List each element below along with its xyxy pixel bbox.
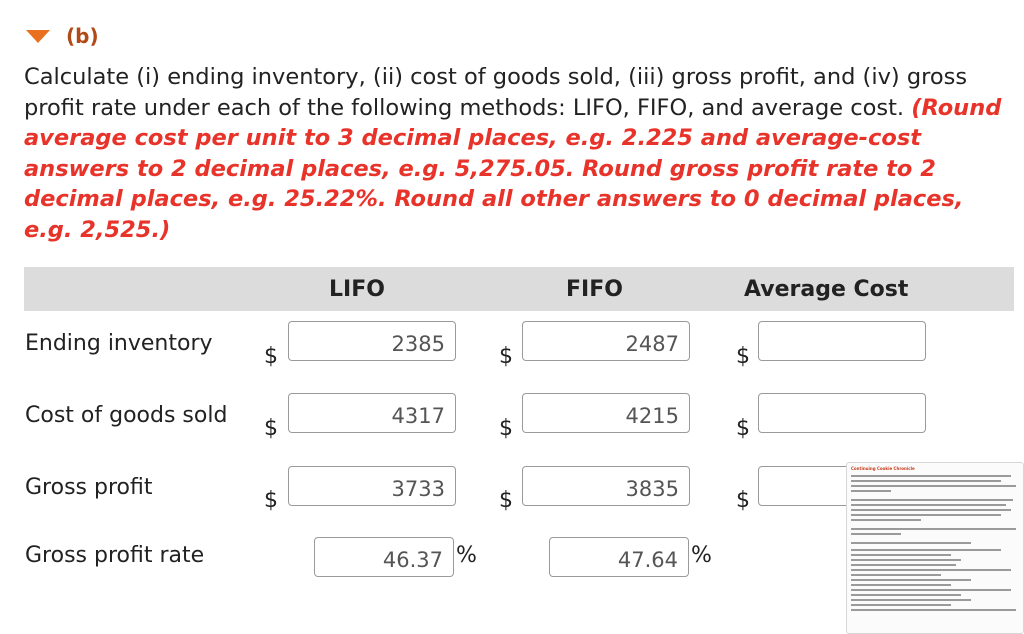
gross-profit-rate-fifo-input[interactable]: 47.64 (549, 537, 689, 577)
thumbnail-text-line (851, 475, 1011, 477)
thumbnail-text-line (851, 554, 951, 556)
dollar-sign: $ (499, 416, 513, 441)
thumbnail-text-line (851, 490, 891, 492)
gross-profit-lifo-input[interactable]: 3733 (288, 466, 456, 506)
dollar-sign: $ (264, 488, 278, 513)
table-header-band (24, 267, 1014, 311)
thumbnail-text-line (851, 584, 951, 586)
thumbnail-text-line (851, 594, 961, 596)
thumbnail-text-line (851, 599, 971, 601)
dollar-sign: $ (264, 344, 278, 369)
cogs-fifo-input[interactable]: 4215 (522, 393, 690, 433)
thumbnail-text-line (851, 569, 1011, 571)
thumbnail-text-line (851, 509, 1011, 511)
cogs-average-input[interactable] (758, 393, 926, 433)
dollar-sign: $ (264, 416, 278, 441)
dollar-sign: $ (736, 416, 750, 441)
question-body: Calculate (i) ending inventory, (ii) cos… (24, 64, 968, 121)
thumbnail-text-line (851, 519, 921, 521)
dollar-sign: $ (736, 344, 750, 369)
thumbnail-text-line (851, 485, 1016, 487)
thumbnail-text-line (851, 604, 951, 606)
percent-sign: % (691, 543, 712, 568)
row-label-gross-profit: Gross profit (25, 475, 153, 500)
part-b-toggle[interactable]: (b) (26, 24, 99, 48)
thumbnail-text-line (851, 574, 941, 576)
column-header-average-cost: Average Cost (744, 277, 909, 302)
thumbnail-text-line (851, 579, 971, 581)
thumbnail-text-line (851, 504, 1006, 506)
collapse-triangle-icon[interactable] (26, 29, 50, 43)
thumbnail-title: Continuing Cookie Chronicle (851, 466, 915, 471)
question-text: Calculate (i) ending inventory, (ii) cos… (24, 62, 1009, 245)
gross-profit-rate-lifo-input[interactable]: 46.37 (314, 537, 454, 577)
thumbnail-text-line (851, 549, 1001, 551)
thumbnail-text-line (851, 589, 1011, 591)
row-label-gross-profit-rate: Gross profit rate (25, 543, 205, 568)
cogs-lifo-input[interactable]: 4317 (288, 393, 456, 433)
column-header-fifo: FIFO (566, 277, 623, 302)
thumbnail-text-line (851, 533, 901, 535)
ending-inventory-lifo-input[interactable]: 2385 (288, 321, 456, 361)
ending-inventory-fifo-input[interactable]: 2487 (522, 321, 690, 361)
thumbnail-text-line (851, 499, 1013, 501)
problem-statement-thumbnail[interactable]: Continuing Cookie Chronicle (846, 462, 1024, 634)
thumbnail-text-line (851, 542, 971, 544)
dollar-sign: $ (499, 344, 513, 369)
thumbnail-text-line (851, 528, 1016, 530)
thumbnail-text-line (851, 480, 1001, 482)
part-label: (b) (66, 24, 99, 48)
row-label-cost-of-goods-sold: Cost of goods sold (25, 403, 228, 428)
thumbnail-text-line (851, 564, 956, 566)
column-header-lifo: LIFO (329, 277, 385, 302)
gross-profit-fifo-input[interactable]: 3835 (522, 466, 690, 506)
dollar-sign: $ (499, 488, 513, 513)
dollar-sign: $ (736, 488, 750, 513)
row-label-ending-inventory: Ending inventory (25, 331, 213, 356)
thumbnail-text-line (851, 609, 1016, 611)
rounding-instructions: (Round average cost per unit to 3 decima… (24, 94, 1002, 243)
thumbnail-text-line (851, 514, 1001, 516)
ending-inventory-average-input[interactable] (758, 321, 926, 361)
thumbnail-text-line (851, 559, 961, 561)
percent-sign: % (456, 543, 477, 568)
